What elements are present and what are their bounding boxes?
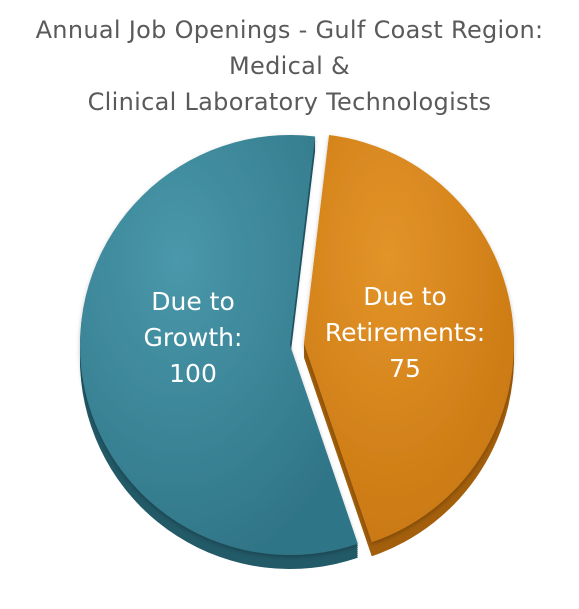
pie-slice-growth — [79, 134, 358, 555]
slice-label-growth-line-2: Growth: — [144, 323, 243, 352]
slice-label-growth-line-1: Due to — [151, 287, 235, 316]
slice-label-retirements-line-3: 75 — [389, 354, 421, 383]
slice-label-growth-line-3: 100 — [169, 359, 217, 388]
pie-slice-retirements — [303, 135, 514, 543]
slice-label-retirements-line-1: Due to — [363, 282, 447, 311]
chart-title: Annual Job Openings - Gulf Coast Region:… — [0, 12, 579, 120]
pie-labels-group: Due to Growth: 100 Due to Retirements: 7… — [144, 282, 486, 388]
slice-label-retirements-line-2: Retirements: — [325, 318, 485, 347]
pie-slices-group — [79, 134, 514, 569]
chart-title-line-2: Medical & — [229, 52, 350, 80]
chart-title-line-3: Clinical Laboratory Technologists — [87, 88, 492, 116]
chart-title-line-1: Annual Job Openings - Gulf Coast Region: — [35, 16, 544, 44]
